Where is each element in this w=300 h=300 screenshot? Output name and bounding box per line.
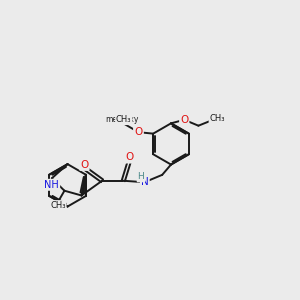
Text: NH: NH	[44, 180, 59, 190]
Text: CH₃: CH₃	[116, 115, 131, 124]
Text: N: N	[141, 177, 149, 187]
Text: O: O	[80, 160, 88, 170]
Text: CH₃: CH₃	[209, 113, 225, 122]
Text: methoxy: methoxy	[105, 115, 139, 124]
Text: O: O	[180, 115, 188, 125]
Text: O: O	[134, 127, 142, 137]
Text: O: O	[134, 127, 142, 137]
Text: H: H	[138, 172, 144, 182]
Text: CH₃: CH₃	[50, 201, 66, 210]
Text: O: O	[125, 152, 133, 163]
